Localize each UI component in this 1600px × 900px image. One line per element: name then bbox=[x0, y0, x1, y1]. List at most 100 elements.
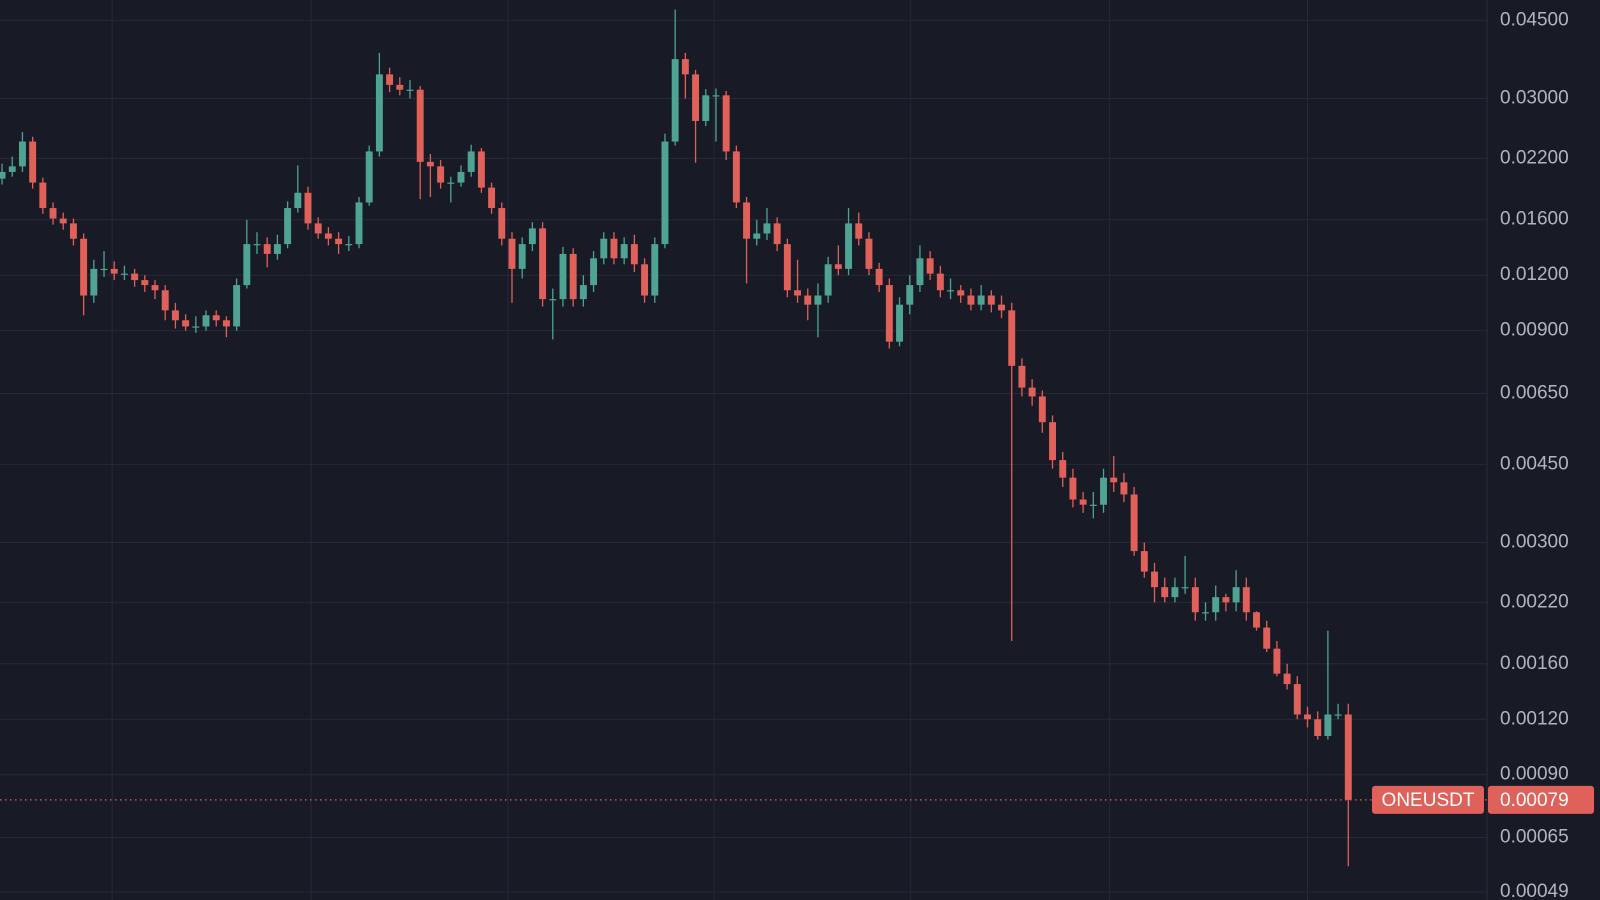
price-label: 0.00079 bbox=[1500, 790, 1569, 811]
candle-body bbox=[18, 141, 26, 167]
candle-body bbox=[1334, 714, 1342, 716]
candle-body bbox=[8, 166, 16, 172]
y-tick-label: 0.00300 bbox=[1500, 532, 1569, 553]
candle-body bbox=[1089, 504, 1097, 506]
y-tick-label: 0.04500 bbox=[1500, 9, 1569, 30]
candle-body bbox=[1059, 460, 1067, 478]
y-tick-label: 0.00120 bbox=[1500, 708, 1569, 729]
candle-body bbox=[396, 84, 404, 90]
candle-body bbox=[855, 223, 863, 239]
candle-body bbox=[90, 268, 98, 296]
candle-body bbox=[671, 59, 679, 142]
candle-body bbox=[1151, 571, 1158, 588]
candle-body bbox=[1049, 422, 1056, 461]
candle-body bbox=[998, 304, 1005, 311]
candle-body bbox=[1202, 612, 1209, 614]
candle-body bbox=[773, 223, 781, 245]
candle-body bbox=[1140, 551, 1148, 572]
candle-body bbox=[263, 244, 271, 254]
y-tick-label: 0.00900 bbox=[1500, 320, 1569, 341]
candle-body bbox=[712, 95, 720, 97]
y-tick-label: 0.00090 bbox=[1500, 764, 1569, 785]
y-tick-label: 0.03000 bbox=[1500, 88, 1569, 109]
candle-body bbox=[610, 238, 618, 259]
candle-body bbox=[345, 244, 353, 246]
candle-body bbox=[375, 74, 383, 152]
candle-body bbox=[212, 315, 220, 321]
candle-body bbox=[1242, 587, 1250, 613]
candle-body bbox=[1130, 494, 1138, 552]
candle-body bbox=[794, 290, 802, 296]
y-tick-label: 0.00220 bbox=[1500, 591, 1569, 612]
candle-body bbox=[569, 253, 577, 300]
candle-body bbox=[437, 166, 445, 183]
candle-body bbox=[457, 171, 465, 183]
symbol-label: ONEUSDT bbox=[1382, 790, 1475, 811]
candle-body bbox=[641, 264, 649, 296]
candle-body bbox=[896, 304, 904, 342]
candle-body bbox=[916, 258, 924, 286]
candle-body bbox=[1232, 587, 1240, 603]
y-tick-label: 0.00650 bbox=[1500, 382, 1569, 403]
candle-body bbox=[304, 192, 312, 224]
candle-body bbox=[1181, 587, 1189, 589]
candle-body bbox=[957, 290, 965, 296]
candle-body bbox=[824, 264, 832, 296]
candle-body bbox=[885, 285, 893, 342]
candle-body bbox=[1273, 648, 1281, 674]
candle-body bbox=[1038, 396, 1046, 423]
candle-body bbox=[161, 290, 169, 311]
candle-body bbox=[539, 228, 547, 300]
candle-body bbox=[732, 151, 740, 203]
candle-body bbox=[467, 151, 475, 172]
candle-body bbox=[1314, 719, 1322, 737]
candle-body bbox=[192, 326, 200, 328]
candle-body bbox=[314, 223, 322, 234]
candle-body bbox=[1100, 477, 1107, 505]
candle-body bbox=[1191, 587, 1199, 613]
candle-body bbox=[936, 273, 944, 291]
candle-body bbox=[202, 315, 210, 327]
candle-body bbox=[498, 208, 506, 239]
candle-body bbox=[783, 244, 791, 291]
price-badge bbox=[1488, 785, 1594, 814]
candle-body bbox=[559, 253, 567, 300]
candle-body bbox=[579, 285, 587, 300]
candle-body bbox=[1079, 499, 1087, 505]
candle-body bbox=[1253, 612, 1260, 628]
candle-body bbox=[355, 202, 363, 245]
candle-body bbox=[365, 151, 373, 203]
candle-body bbox=[406, 89, 414, 91]
candle-body bbox=[243, 244, 251, 286]
candle-body bbox=[630, 244, 638, 265]
candle-body bbox=[335, 238, 343, 245]
candle-body bbox=[681, 59, 689, 75]
candle-body bbox=[1283, 673, 1291, 685]
candle-body bbox=[488, 187, 496, 209]
candle-body bbox=[875, 268, 883, 286]
candle-body bbox=[834, 264, 842, 269]
candle-body bbox=[1069, 477, 1077, 500]
candle-body bbox=[1008, 310, 1016, 366]
candle-body bbox=[426, 161, 434, 167]
candle-body bbox=[926, 258, 934, 274]
candle-body bbox=[151, 285, 159, 291]
candle-body bbox=[69, 223, 77, 239]
y-tick-label: 0.00160 bbox=[1500, 653, 1569, 674]
candle-body bbox=[804, 295, 812, 305]
candle-body bbox=[518, 244, 526, 269]
candle-body bbox=[253, 244, 261, 246]
candle-body bbox=[477, 151, 485, 188]
candle-body bbox=[1222, 597, 1230, 603]
y-tick-label: 0.02200 bbox=[1500, 147, 1569, 168]
candle-body bbox=[447, 182, 455, 184]
candle-body bbox=[1171, 587, 1179, 598]
candle-body bbox=[702, 95, 710, 121]
y-tick-label: 0.00065 bbox=[1500, 826, 1569, 847]
candle-body bbox=[59, 218, 67, 224]
candle-body bbox=[29, 141, 37, 183]
candle-body bbox=[141, 280, 149, 286]
candle-body bbox=[80, 238, 88, 296]
candle-body bbox=[0, 171, 6, 179]
